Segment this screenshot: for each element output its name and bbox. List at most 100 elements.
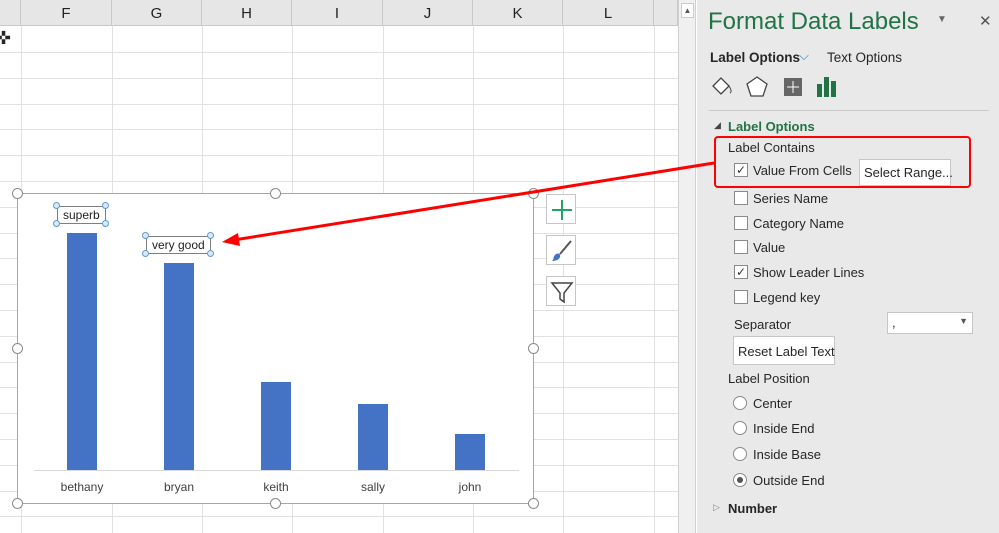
- column-header-partial[interactable]: [654, 0, 678, 26]
- checkbox-label[interactable]: Series Name: [753, 191, 829, 206]
- category-label: keith: [263, 480, 289, 494]
- label-selection-handle[interactable]: [207, 250, 214, 257]
- select-range-button[interactable]: Select Range...: [859, 159, 953, 186]
- expand-triangle-icon[interactable]: ▷: [713, 502, 720, 512]
- column-header-F[interactable]: F: [21, 0, 112, 26]
- checkbox-legend-key[interactable]: [734, 290, 748, 304]
- column-header-H[interactable]: H: [202, 0, 292, 26]
- label-selection-handle[interactable]: [53, 220, 60, 227]
- radio-inside-end[interactable]: [733, 421, 747, 435]
- column-header-L[interactable]: L: [563, 0, 654, 26]
- grid-row-line: [0, 52, 678, 53]
- separator-dropdown[interactable]: , ▼: [887, 312, 973, 334]
- radio-center[interactable]: [733, 396, 747, 410]
- checkbox-category-name[interactable]: [734, 216, 748, 230]
- category-label: bethany: [60, 480, 104, 494]
- grid-row-line: [0, 78, 678, 79]
- highlight-box: [714, 136, 971, 188]
- label-selection-handle[interactable]: [53, 202, 60, 209]
- filter-icon: [550, 282, 574, 304]
- chevron-down-icon[interactable]: ⌵: [799, 48, 809, 63]
- chart-resize-handle[interactable]: [12, 188, 23, 199]
- radio-label[interactable]: Inside Base: [753, 447, 821, 462]
- reset-label-text-button[interactable]: Reset Label Text: [733, 336, 835, 365]
- x-axis-line: [34, 470, 519, 471]
- label-selection-handle[interactable]: [102, 220, 109, 227]
- data-label[interactable]: superb: [57, 206, 106, 224]
- chart-resize-handle[interactable]: [528, 498, 539, 509]
- category-label: bryan: [163, 480, 195, 494]
- tab-divider: [709, 110, 989, 111]
- size-properties-icon[interactable]: [780, 74, 806, 100]
- label-options-chart-icon[interactable]: [814, 74, 840, 100]
- grid-row-line: [0, 516, 678, 517]
- category-label: sally: [360, 480, 385, 494]
- scroll-up-arrow-icon[interactable]: ▲: [681, 3, 694, 18]
- grid-row-line: [0, 181, 678, 182]
- chart-elements-button[interactable]: [546, 194, 576, 224]
- column-header-K[interactable]: K: [473, 0, 563, 26]
- checkbox-series-name[interactable]: [734, 191, 748, 205]
- checkbox-label[interactable]: Show Leader Lines: [753, 265, 865, 280]
- checkbox-label[interactable]: Value From Cells: [753, 163, 852, 178]
- pane-options-dropdown-icon[interactable]: ▼: [937, 14, 947, 25]
- label-position-heading: Label Position: [728, 371, 810, 386]
- section-label-options[interactable]: Label Options: [728, 119, 815, 134]
- radio-label[interactable]: Outside End: [753, 473, 825, 488]
- chart-filters-button[interactable]: [546, 276, 576, 306]
- chart-resize-handle[interactable]: [270, 188, 281, 199]
- checkbox-label[interactable]: Legend key: [753, 290, 821, 305]
- grid-row-line: [0, 129, 678, 130]
- chart-resize-handle[interactable]: [270, 498, 281, 509]
- pane-title: Format Data Labels: [708, 8, 919, 35]
- chart-styles-button[interactable]: [546, 235, 576, 265]
- bar-john[interactable]: [455, 434, 485, 470]
- column-header-partial[interactable]: [0, 0, 21, 26]
- checkbox-value-from-cells[interactable]: ✓: [734, 163, 748, 177]
- bar-keith[interactable]: [261, 382, 291, 470]
- paintbrush-icon: [552, 240, 572, 261]
- bar-sally[interactable]: [358, 404, 388, 470]
- cursor-icon: ✜: [0, 28, 12, 48]
- grid-row-line: [0, 104, 678, 105]
- close-icon[interactable]: ✕: [979, 13, 992, 30]
- tab-text-options[interactable]: Text Options: [827, 50, 903, 65]
- checkbox-show-leader-lines[interactable]: ✓: [734, 265, 748, 279]
- fill-line-icon[interactable]: [709, 74, 735, 100]
- tab-label-options[interactable]: Label Options: [710, 50, 801, 65]
- bar-bethany[interactable]: [67, 233, 97, 470]
- chart-resize-handle[interactable]: [12, 498, 23, 509]
- column-header-I[interactable]: I: [292, 0, 383, 26]
- radio-label[interactable]: Center: [753, 396, 793, 411]
- label-selection-handle[interactable]: [207, 232, 214, 239]
- category-label: john: [458, 480, 482, 494]
- plus-icon: [552, 200, 572, 220]
- format-data-labels-pane: Format Data Labels ▼ ✕ Label Options ⌵ T…: [697, 0, 999, 533]
- radio-outside-end[interactable]: [733, 473, 747, 487]
- label-selection-handle[interactable]: [142, 250, 149, 257]
- collapse-triangle-icon[interactable]: ◢: [714, 120, 721, 130]
- chart-resize-handle[interactable]: [528, 188, 539, 199]
- chart-resize-handle[interactable]: [12, 343, 23, 354]
- column-header-G[interactable]: G: [112, 0, 202, 26]
- radio-label[interactable]: Inside End: [753, 421, 815, 436]
- checkbox-value[interactable]: [734, 240, 748, 254]
- bar-bryan[interactable]: [164, 263, 194, 470]
- column-header-J[interactable]: J: [383, 0, 473, 26]
- grid-column-line: [654, 26, 655, 533]
- label-contains-heading: Label Contains: [728, 140, 815, 155]
- label-selection-handle[interactable]: [142, 232, 149, 239]
- separator-value: ,: [892, 315, 896, 330]
- separator-label: Separator: [734, 317, 792, 332]
- radio-inside-base[interactable]: [733, 447, 747, 461]
- data-label[interactable]: very good: [146, 236, 211, 254]
- effects-pentagon-icon[interactable]: [744, 74, 770, 100]
- checkbox-label[interactable]: Category Name: [753, 216, 845, 231]
- chart-resize-handle[interactable]: [528, 343, 539, 354]
- vertical-scrollbar[interactable]: ▲: [678, 0, 696, 533]
- bar-chart[interactable]: bethany superb bryan very good keith sally joh…: [12, 188, 539, 509]
- section-number[interactable]: Number: [728, 501, 778, 516]
- label-selection-handle[interactable]: [102, 202, 109, 209]
- checkbox-label[interactable]: Value: [753, 240, 786, 255]
- grid-row-line: [0, 155, 678, 156]
